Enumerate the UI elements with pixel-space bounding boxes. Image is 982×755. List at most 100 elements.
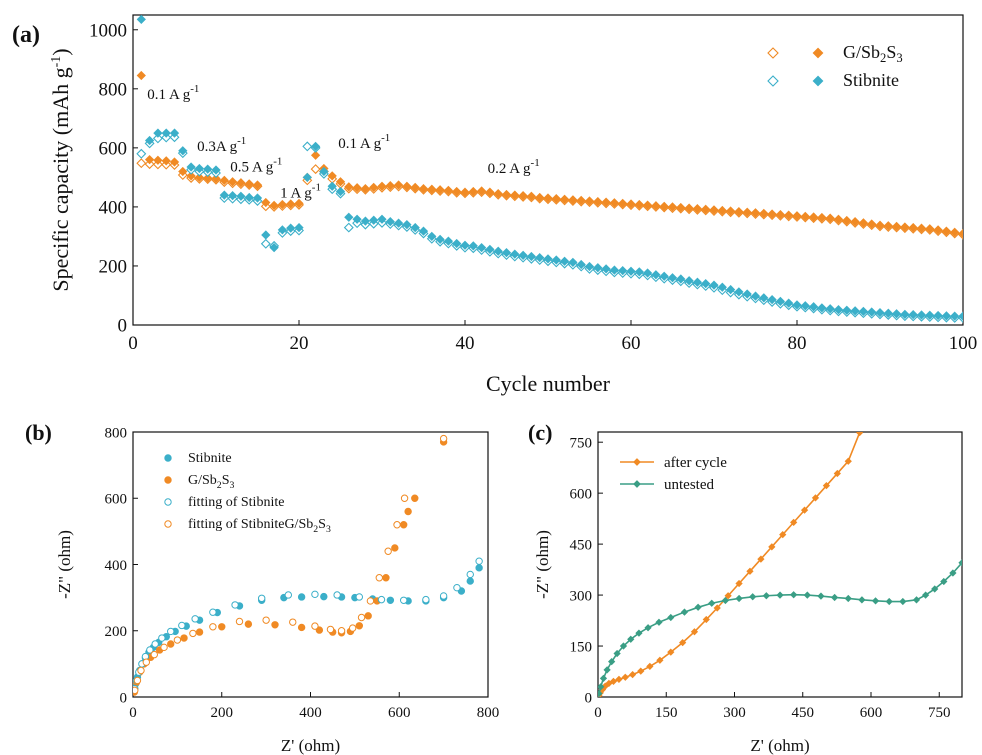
- data-point-charge: [908, 310, 918, 320]
- data-point-charge: [568, 195, 578, 205]
- data-point: [173, 636, 182, 644]
- data-point-charge: [725, 284, 736, 295]
- data-point-charge: [501, 248, 512, 258]
- data-point-charge: [261, 197, 271, 208]
- legend-marker-filled: [812, 75, 824, 87]
- annotation-text: 1 A g: [280, 185, 312, 201]
- data-point: [311, 590, 319, 599]
- series-fitting-of-stibniteg-sb2s3: [133, 434, 448, 695]
- data-point-charge: [352, 183, 362, 193]
- data-point-charge: [178, 146, 188, 156]
- data-point: [899, 597, 907, 606]
- y-tick-label: 750: [570, 435, 593, 451]
- data-point: [355, 622, 364, 630]
- data-point-charge: [701, 204, 711, 214]
- data-point-charge: [601, 197, 611, 207]
- data-point-charge: [742, 207, 752, 217]
- panel-label: (c): [528, 420, 552, 445]
- data-point-charge: [642, 200, 653, 210]
- data-point-charge: [153, 128, 163, 138]
- data-point-charge: [186, 171, 196, 181]
- data-point: [297, 593, 306, 601]
- data-point: [627, 635, 635, 643]
- data-point-charge: [593, 263, 603, 273]
- data-point-charge: [510, 249, 520, 259]
- x-tick-label: 450: [792, 705, 815, 721]
- data-point-charge: [576, 259, 586, 270]
- legend-label-mid: S: [222, 473, 230, 488]
- data-point: [400, 494, 409, 502]
- legend-marker-open: [767, 47, 779, 59]
- panel-b: (b) 0 200 400 600 800 0 200 400 600 800 Z' (ohm) -Z"…: [25, 420, 499, 755]
- data-point-charge: [725, 206, 736, 216]
- data-point-charge: [178, 166, 188, 177]
- data-point-charge: [684, 276, 694, 286]
- series-g-sb2s3: [136, 70, 963, 240]
- data-point-charge: [709, 205, 719, 215]
- data-point-charge: [136, 15, 146, 25]
- data-point-charge: [377, 181, 387, 191]
- data-point-charge: [344, 182, 354, 192]
- data-point: [150, 650, 159, 659]
- legend-label-sub1: 2: [313, 524, 318, 535]
- data-point: [690, 628, 699, 636]
- annotation-text: 0.2 A g: [488, 161, 531, 177]
- data-point: [667, 613, 675, 622]
- data-point-charge: [319, 166, 329, 177]
- data-point: [404, 507, 412, 516]
- legend-label-base: G/Sb: [188, 473, 217, 488]
- data-point: [912, 596, 921, 604]
- x-tick-label: 200: [211, 705, 234, 721]
- data-point: [386, 596, 395, 604]
- data-point-charge: [808, 302, 819, 312]
- data-point-charge: [800, 211, 810, 221]
- data-point: [209, 608, 217, 616]
- data-point-charge: [817, 303, 827, 313]
- data-point-charge: [385, 181, 395, 191]
- legend-marker-open: [767, 75, 779, 87]
- data-point: [949, 569, 957, 577]
- data-point-charge: [460, 187, 470, 197]
- data-point: [830, 593, 839, 602]
- data-point-charge: [443, 236, 454, 246]
- legend-label-sub2: 3: [896, 51, 902, 65]
- data-point: [779, 530, 787, 539]
- data-point-charge: [825, 304, 835, 314]
- data-point: [160, 643, 168, 652]
- data-point-charge: [775, 209, 786, 220]
- data-point: [189, 629, 197, 638]
- legend-label-base: after cycle: [664, 455, 727, 471]
- y-tick-label: 0: [585, 690, 593, 706]
- data-point-charge: [584, 196, 595, 206]
- data-point-charge: [294, 222, 304, 233]
- panel-label: (b): [25, 420, 52, 445]
- data-point-charge: [369, 215, 379, 225]
- data-point-charge: [941, 311, 952, 321]
- data-point: [746, 567, 754, 575]
- data-point: [757, 555, 765, 563]
- data-point: [133, 686, 139, 695]
- annotation: 0.5 A g-1: [230, 155, 282, 175]
- data-point-charge: [767, 294, 777, 305]
- data-point-charge: [626, 266, 636, 276]
- data-point-discharge: [136, 158, 147, 169]
- data-point: [599, 674, 608, 682]
- data-point-charge: [908, 222, 918, 233]
- data-point: [749, 593, 757, 601]
- data-point-charge: [286, 199, 296, 209]
- y-axis-label-text: Specific capacity (mAh g: [48, 67, 73, 291]
- data-point-charge: [891, 309, 902, 319]
- data-point: [844, 594, 852, 603]
- data-point: [921, 591, 930, 599]
- data-point: [800, 506, 809, 514]
- data-point-charge: [651, 201, 661, 211]
- data-point-charge: [576, 195, 586, 206]
- series-untested: [598, 559, 962, 697]
- data-point-charge: [169, 157, 180, 167]
- data-point-charge: [601, 264, 611, 274]
- data-point-discharge: [302, 141, 313, 152]
- legend-label-sub1: 2: [217, 480, 222, 491]
- data-point-charge: [194, 172, 205, 183]
- data-point-charge: [701, 279, 711, 289]
